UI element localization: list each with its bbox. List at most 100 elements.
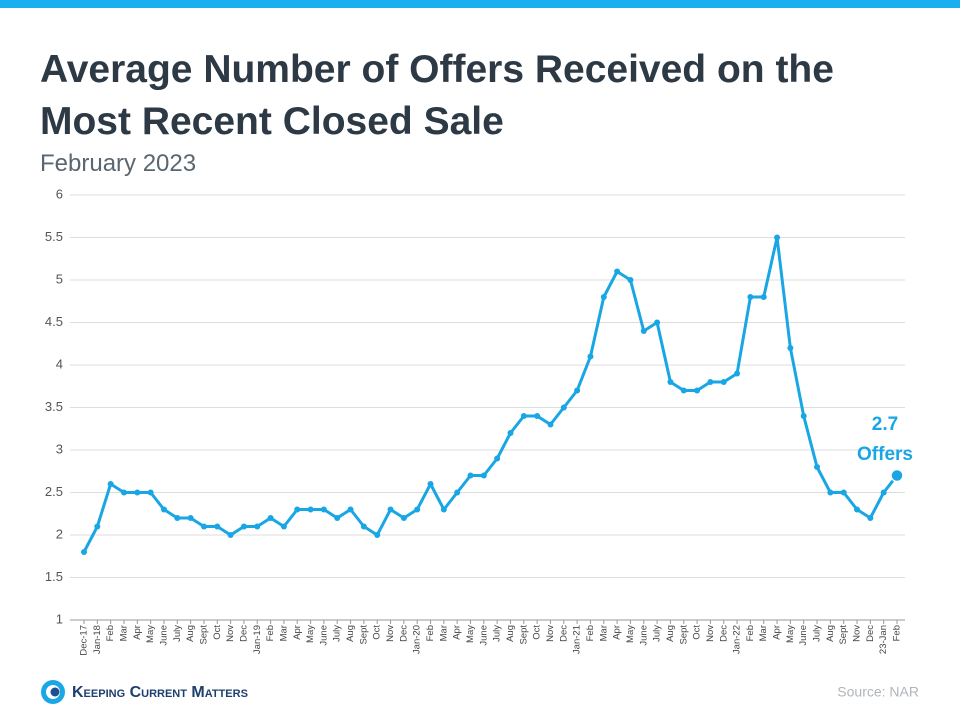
point xyxy=(840,489,847,496)
point xyxy=(534,413,541,419)
point xyxy=(814,464,821,470)
point xyxy=(147,489,154,496)
point xyxy=(640,328,647,334)
y-tick-label: 3 xyxy=(56,441,63,456)
y-tick-label: 5 xyxy=(56,271,63,286)
point xyxy=(774,234,781,241)
x-tick-label: May xyxy=(625,625,636,643)
x-tick-label: July xyxy=(172,625,183,642)
x-tick-label: Aug xyxy=(505,625,516,642)
y-tick-label: 4 xyxy=(56,356,63,371)
point xyxy=(427,481,434,487)
point xyxy=(890,468,904,483)
point xyxy=(320,506,327,513)
point xyxy=(880,489,887,496)
point xyxy=(134,489,141,496)
x-tick-label: Jan-21 xyxy=(572,625,583,654)
point xyxy=(480,472,487,479)
x-tick-label: May xyxy=(785,625,796,643)
x-tick-label: Apr xyxy=(772,625,783,640)
x-tick-label: Dec xyxy=(238,625,249,642)
point xyxy=(720,379,727,385)
x-tick-label: Sept xyxy=(518,625,529,645)
x-tick-label: Aug xyxy=(185,625,196,642)
point xyxy=(294,506,301,513)
x-tick-label: Dec xyxy=(558,625,569,642)
x-tick-label: Apr xyxy=(452,625,463,640)
point xyxy=(160,506,167,513)
point xyxy=(760,294,767,300)
x-tick-label: Jan-22 xyxy=(732,625,743,654)
line xyxy=(82,236,899,553)
y-tick-label: 2.5 xyxy=(45,484,63,499)
x-tick-label: Aug xyxy=(825,625,836,642)
point xyxy=(867,515,874,521)
point xyxy=(600,294,607,300)
annotation: Offers xyxy=(857,444,913,465)
source: Source: NAR xyxy=(837,684,919,700)
point xyxy=(187,515,194,521)
y-tick-label: 4.5 xyxy=(45,314,63,329)
y-tick-label: 6 xyxy=(56,186,63,201)
x-tick-label: Dec xyxy=(865,625,876,642)
x-tick-label: June xyxy=(158,625,169,646)
y-tick-label: 5.5 xyxy=(45,229,63,244)
x-tick-label: Apr xyxy=(132,625,143,640)
x-tick-label: May xyxy=(305,625,316,643)
point xyxy=(200,523,207,530)
x-tick-label: May xyxy=(465,625,476,643)
x-tick-label: Dec-17 xyxy=(79,625,90,656)
point xyxy=(387,506,394,513)
x-tick-label: June xyxy=(478,625,489,646)
x-tick-label: May xyxy=(145,625,156,643)
x-tick-label: Nov xyxy=(225,625,236,642)
x-tick-label: Nov xyxy=(545,625,556,642)
point xyxy=(267,515,274,521)
point xyxy=(440,506,447,513)
point xyxy=(680,387,687,394)
point xyxy=(574,387,581,394)
point xyxy=(414,506,421,513)
x-tick-label: Nov xyxy=(705,625,716,642)
x-tick-label: Oct xyxy=(692,625,703,640)
y-tick-label: 1.5 xyxy=(45,569,63,584)
point xyxy=(467,472,474,479)
point xyxy=(240,523,247,530)
x-tick-label: Feb xyxy=(105,625,116,641)
y-tick-label: 2 xyxy=(56,526,63,541)
point xyxy=(800,413,807,419)
x-tick-label: July xyxy=(652,625,663,642)
point xyxy=(627,277,634,283)
x-tick-label: Mar xyxy=(118,625,129,641)
x-tick-label: Jan-20 xyxy=(412,625,423,654)
x-tick-label: July xyxy=(332,625,343,642)
x-tick-label: 23-Jan xyxy=(878,625,889,654)
point xyxy=(547,421,554,428)
point xyxy=(280,523,287,530)
point xyxy=(587,353,594,360)
point xyxy=(227,532,234,538)
point xyxy=(334,515,341,521)
x-tick-label: Feb xyxy=(425,625,436,641)
point xyxy=(347,506,354,513)
point xyxy=(827,489,834,496)
chart-title: Average Number of Offers Received on the… xyxy=(40,48,834,143)
point xyxy=(400,515,407,521)
x-tick-label: Jan-19 xyxy=(252,625,263,654)
logo-icon xyxy=(41,680,65,704)
point xyxy=(94,523,101,530)
x-tick-label: Oct xyxy=(532,625,543,640)
point xyxy=(560,404,567,411)
x-tick-label: Dec xyxy=(398,625,409,642)
point xyxy=(81,549,87,555)
point xyxy=(694,387,701,394)
x-tick-label: Nov xyxy=(852,625,863,642)
x-tick-label: June xyxy=(798,625,809,646)
y-tick-label: 1 xyxy=(56,611,63,626)
y-tick-label: 3.5 xyxy=(45,399,63,414)
point xyxy=(787,345,794,351)
x-tick-label: July xyxy=(492,625,503,642)
x-tick-label: Mar xyxy=(278,625,289,641)
annotation: 2.7 xyxy=(872,414,898,435)
